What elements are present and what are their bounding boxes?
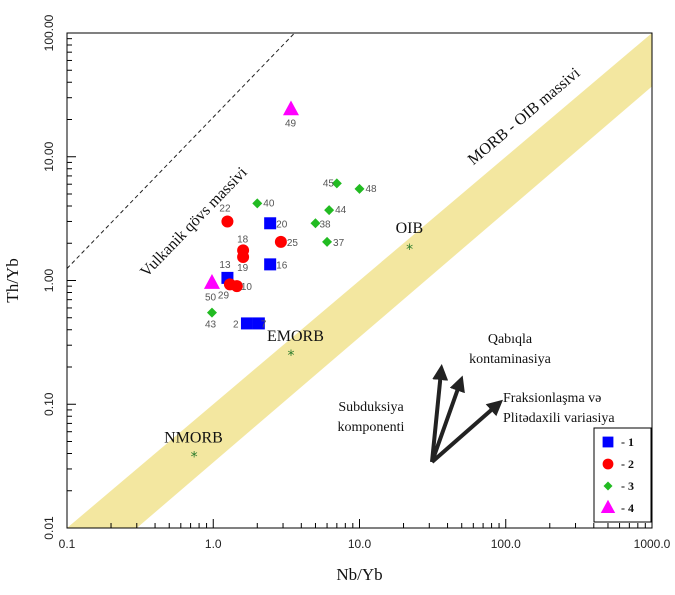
contamination-label: Qabıqla kontaminasiya — [469, 332, 551, 367]
data-point-label: 50 — [205, 292, 217, 303]
x-tick-label: 0.1 — [59, 537, 76, 551]
legend-marker-triangle — [600, 499, 616, 514]
y-tick-label: 1.00 — [42, 268, 56, 292]
data-point-square — [264, 258, 277, 271]
data-point-label: 45 — [323, 178, 335, 189]
legend-label: - 3 — [621, 479, 634, 493]
reference-label: OIB — [396, 220, 424, 237]
volcanic-arc-dashed-line — [66, 32, 295, 269]
trend-arrow — [430, 364, 449, 463]
data-point-diamond — [206, 307, 217, 318]
data-point-label: 38 — [319, 219, 331, 230]
data-point-label: 16 — [276, 260, 288, 271]
data-point-label: 29 — [218, 290, 230, 301]
legend-label: - 2 — [621, 457, 634, 471]
data-point-label: 25 — [287, 238, 299, 249]
x-axis-title: Nb/Yb — [336, 565, 382, 584]
data-point-label: 43 — [205, 320, 217, 331]
y-tick-label: 0.10 — [42, 392, 56, 416]
data-point-label: 2 — [233, 319, 239, 330]
reference-marker: * — [406, 242, 413, 258]
data-point-label: 10 — [241, 282, 253, 293]
fractionation-label: Fraksionlaşma və Plitədaxili variasiya — [503, 391, 615, 426]
data-point-triangle — [203, 274, 220, 289]
reference-label: EMORB — [267, 328, 324, 345]
data-point-square — [264, 217, 277, 230]
data-point-label: 13 — [219, 260, 231, 271]
data-point-label: 40 — [263, 198, 275, 209]
trend-arrows — [430, 364, 504, 464]
x-tick-label: 10.0 — [348, 537, 372, 551]
data-point-label: 19 — [237, 263, 249, 274]
y-tick-label: 0.01 — [42, 516, 56, 540]
trend-arrow — [430, 399, 504, 464]
legend-marker-circle — [602, 458, 614, 470]
data-point-triangle — [282, 100, 299, 116]
data-point-square — [240, 317, 253, 330]
data-point-circle — [237, 250, 250, 263]
legend-marker-square — [602, 436, 614, 448]
reference-label: NMORB — [164, 429, 223, 446]
data-point-diamond — [310, 218, 321, 229]
legend-marker-diamond — [603, 481, 613, 491]
data-point-label: 48 — [366, 184, 378, 195]
y-tick-label: 10.00 — [42, 141, 56, 171]
data-point-circle — [274, 235, 287, 248]
data-point-label: 7 — [261, 319, 267, 330]
data-point-label: 44 — [335, 205, 347, 216]
subduction-label: Subduksiya komponenti — [338, 400, 405, 435]
x-tick-label: 100.0 — [491, 537, 521, 551]
data-point-diamond — [354, 183, 365, 194]
x-tick-label: 1.0 — [205, 537, 222, 551]
axis-tick-labels: 0.1 1.0 10.0 100.0 1000.0 0.01 0.10 1.00 10.00 10… — [42, 14, 671, 551]
data-point-label: 22 — [219, 203, 231, 214]
volcanic-arc-label: Vulkanik qövs massivi — [137, 164, 251, 281]
data-point-diamond — [331, 178, 342, 189]
x-tick-label: 1000.0 — [634, 537, 671, 551]
data-point-diamond — [252, 198, 263, 209]
data-point-circle — [230, 280, 243, 293]
reference-points: * NMORB * EMORB * OIB — [164, 220, 423, 465]
reference-marker: * — [287, 348, 294, 364]
legend: - 1 - 2 - 3 - 4 — [593, 427, 652, 523]
data-point-label: 49 — [285, 119, 297, 130]
morb-oib-band — [67, 33, 652, 528]
data-point-diamond — [324, 205, 335, 216]
trend-arrow — [430, 375, 465, 463]
data-point-square — [252, 317, 265, 330]
reference-marker: * — [191, 449, 198, 465]
data-point-label: 37 — [333, 238, 345, 249]
legend-label: - 4 — [621, 501, 634, 515]
y-tick-label: 100.00 — [42, 14, 56, 51]
axis-ticks — [66, 32, 653, 529]
data-point-label: 20 — [276, 219, 288, 230]
data-point-diamond — [322, 236, 333, 247]
data-point-label: 18 — [237, 234, 249, 245]
data-point-circle — [221, 215, 234, 228]
y-axis-title: Th/Yb — [3, 258, 22, 302]
legend-label: - 1 — [621, 435, 634, 449]
